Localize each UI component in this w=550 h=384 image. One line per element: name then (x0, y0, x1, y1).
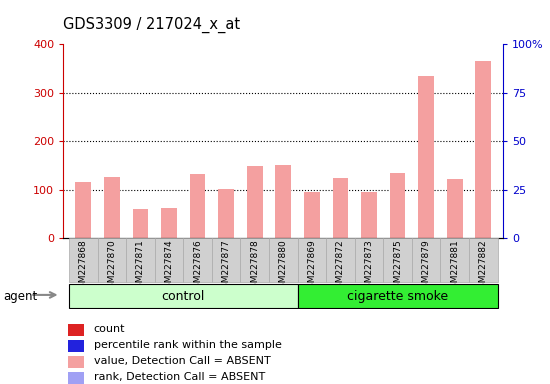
Bar (104, 177, 120, 238)
Bar (133, 209, 148, 238)
Point (136, 6, 145, 12)
Bar (190, 174, 205, 238)
FancyBboxPatch shape (240, 238, 269, 282)
Text: GSM227875: GSM227875 (393, 239, 402, 294)
Text: GSM227882: GSM227882 (478, 239, 488, 294)
Bar (276, 166, 291, 238)
Text: GSM227871: GSM227871 (136, 239, 145, 294)
Text: GSM227876: GSM227876 (193, 239, 202, 294)
FancyBboxPatch shape (97, 238, 126, 282)
Bar (161, 208, 177, 238)
Text: GSM227870: GSM227870 (107, 239, 116, 294)
Text: GDS3309 / 217024_x_at: GDS3309 / 217024_x_at (63, 17, 240, 33)
Bar (333, 179, 348, 238)
Bar (75, 182, 91, 238)
Bar (68, 372, 84, 384)
FancyBboxPatch shape (183, 238, 212, 282)
Bar (361, 192, 377, 238)
Text: count: count (94, 324, 125, 334)
FancyBboxPatch shape (441, 238, 469, 282)
FancyBboxPatch shape (469, 238, 498, 282)
FancyBboxPatch shape (355, 238, 383, 282)
Text: GSM227881: GSM227881 (450, 239, 459, 294)
FancyBboxPatch shape (126, 238, 155, 282)
Bar (247, 166, 262, 238)
Text: GSM227872: GSM227872 (336, 239, 345, 294)
FancyBboxPatch shape (298, 284, 498, 308)
Bar (68, 356, 84, 368)
Text: rank, Detection Call = ABSENT: rank, Detection Call = ABSENT (94, 372, 265, 382)
Text: cigarette smoke: cigarette smoke (347, 290, 448, 303)
Text: GSM227880: GSM227880 (279, 239, 288, 294)
FancyBboxPatch shape (69, 284, 298, 308)
Text: GSM227873: GSM227873 (365, 239, 373, 294)
FancyBboxPatch shape (383, 238, 412, 282)
Text: GSM227877: GSM227877 (222, 239, 230, 294)
Text: GSM227879: GSM227879 (422, 239, 431, 294)
Text: value, Detection Call = ABSENT: value, Detection Call = ABSENT (94, 356, 271, 366)
Bar (218, 189, 234, 238)
Text: agent: agent (3, 290, 37, 303)
Bar (304, 192, 320, 238)
FancyBboxPatch shape (298, 238, 326, 282)
FancyBboxPatch shape (155, 238, 183, 282)
Bar (390, 173, 405, 238)
FancyBboxPatch shape (69, 238, 97, 282)
FancyBboxPatch shape (412, 238, 441, 282)
FancyBboxPatch shape (326, 238, 355, 282)
Text: percentile rank within the sample: percentile rank within the sample (94, 340, 282, 350)
FancyBboxPatch shape (269, 238, 298, 282)
Text: GSM227868: GSM227868 (79, 239, 88, 294)
Text: GSM227874: GSM227874 (164, 239, 173, 294)
Bar (68, 340, 84, 352)
FancyBboxPatch shape (212, 238, 240, 282)
Bar (418, 76, 434, 238)
Text: GSM227878: GSM227878 (250, 239, 259, 294)
Text: GSM227869: GSM227869 (307, 239, 316, 294)
Bar (475, 61, 491, 238)
Bar (68, 323, 84, 336)
Bar (447, 179, 463, 238)
Text: control: control (162, 290, 205, 303)
